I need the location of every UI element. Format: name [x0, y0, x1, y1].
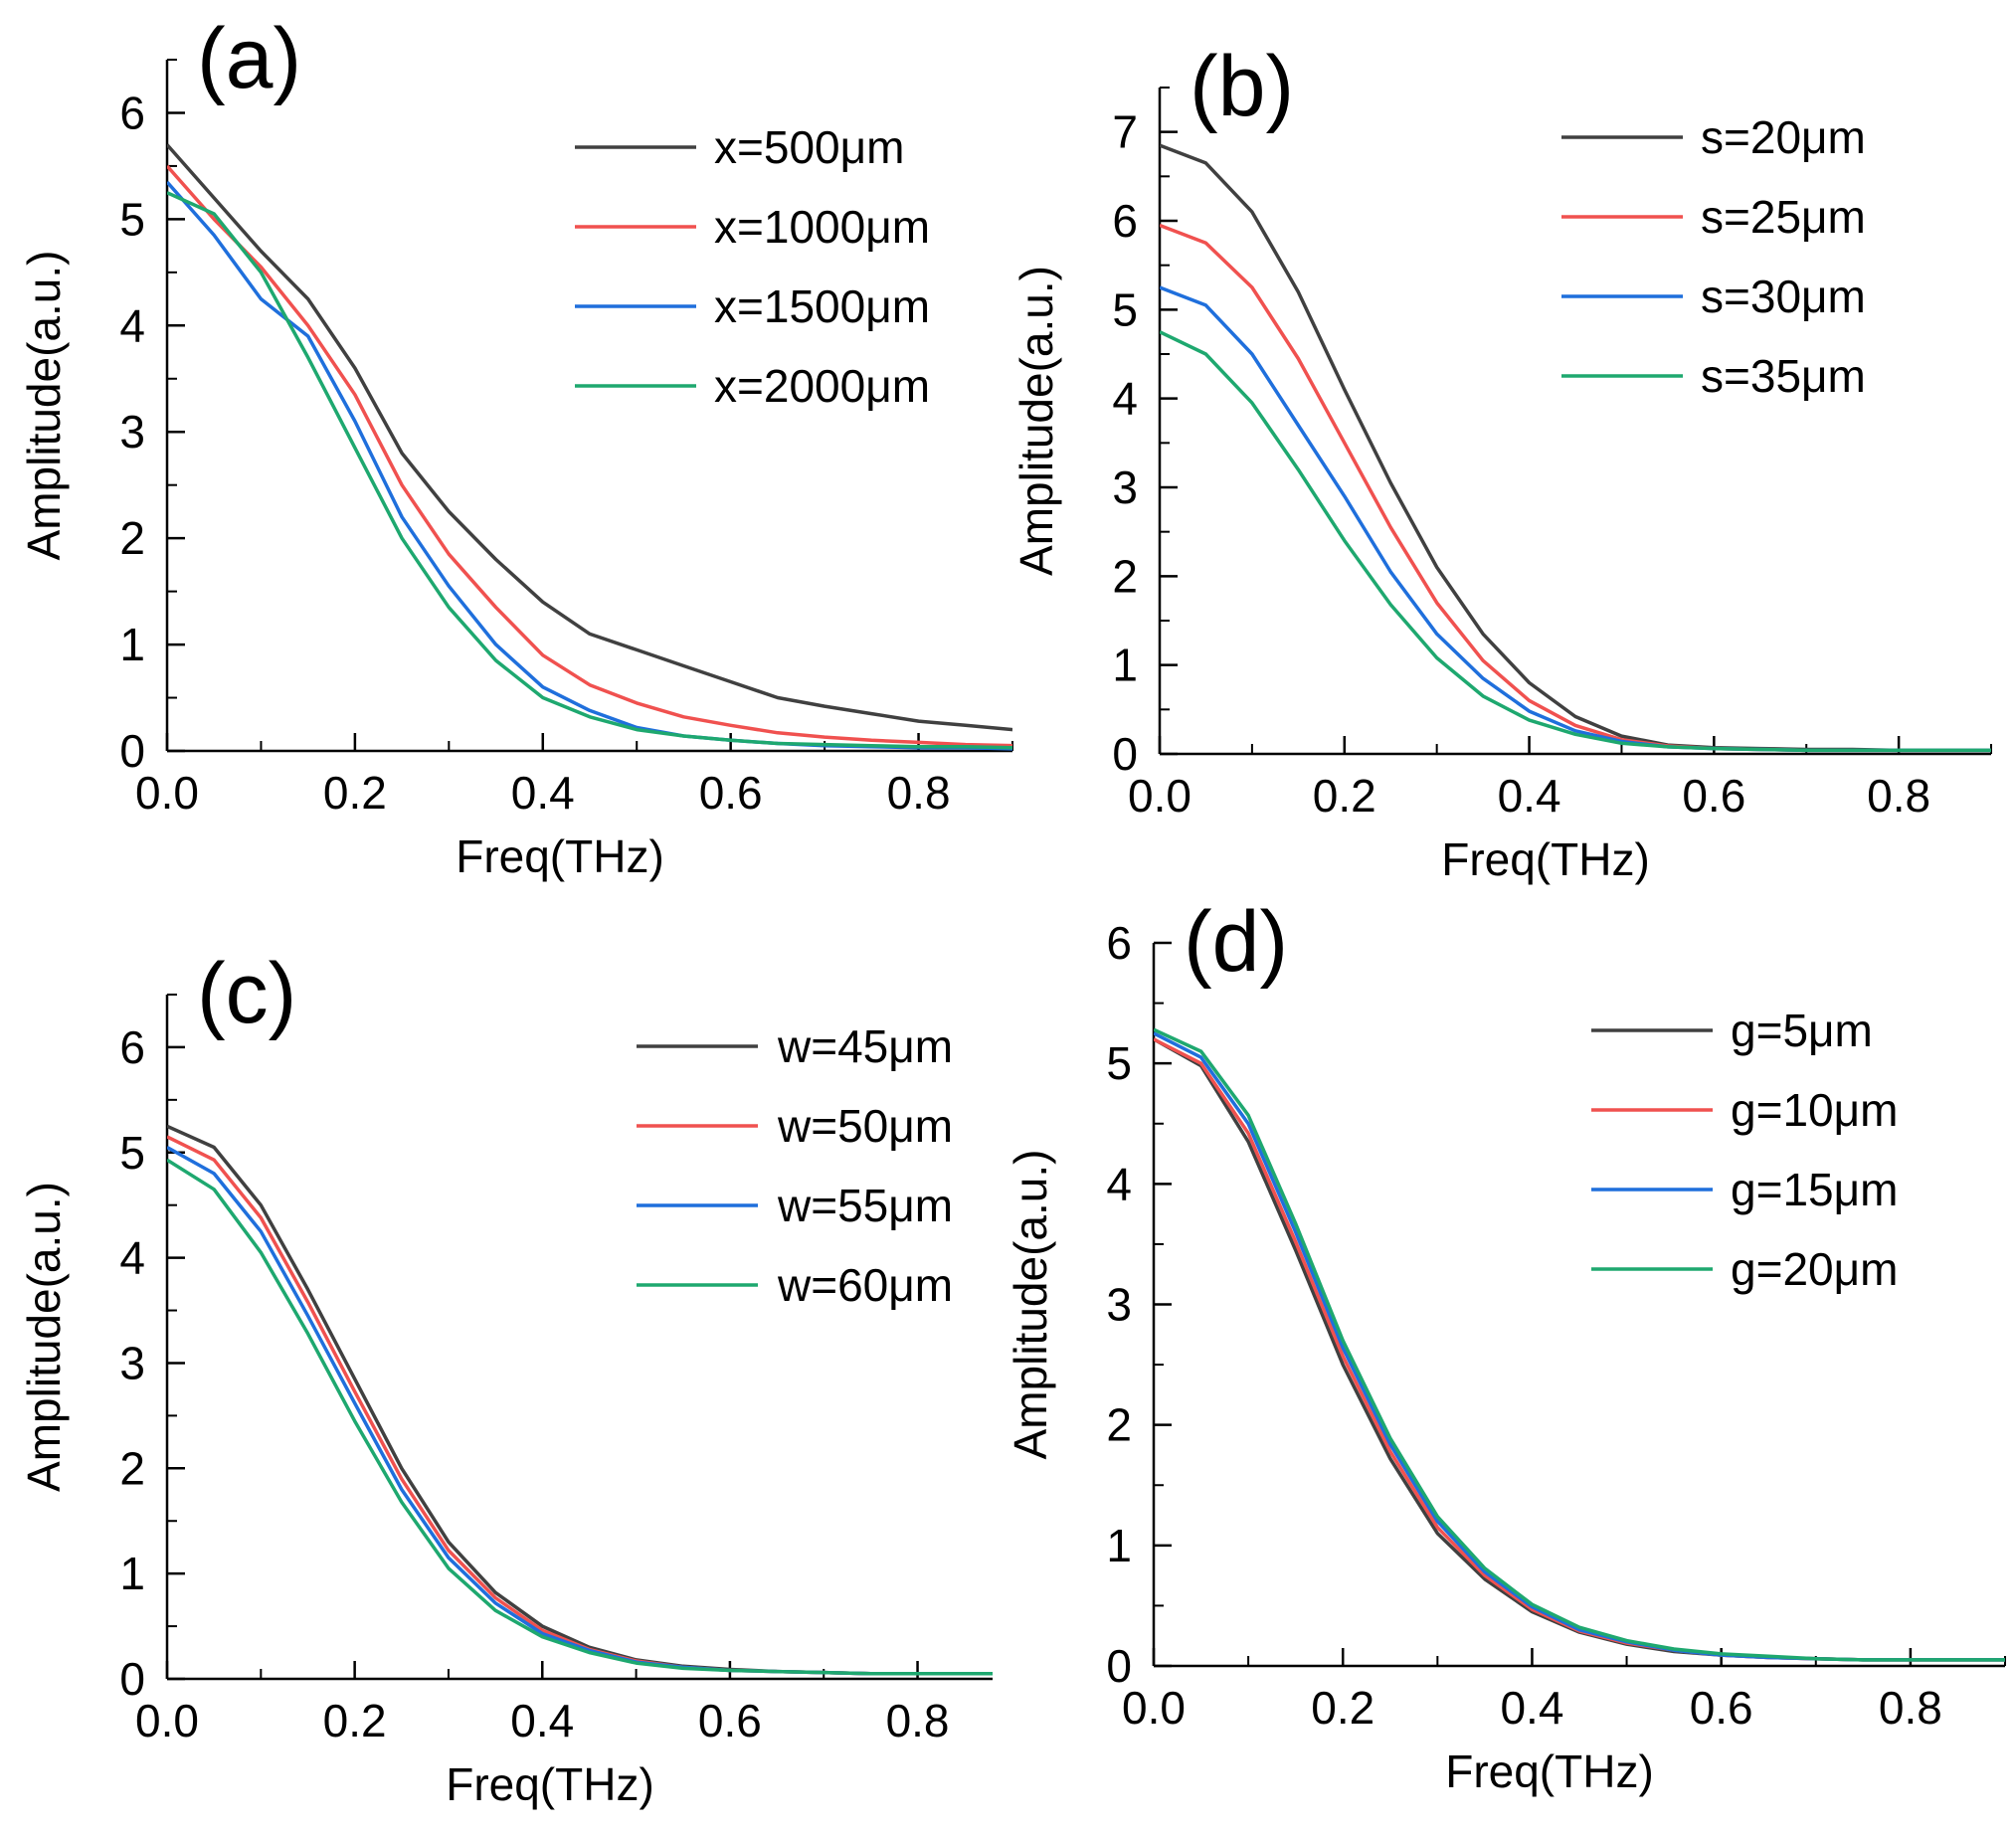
legend-label: s=25μm: [1701, 191, 1866, 243]
x-tick-label: 0.6: [699, 767, 763, 819]
x-tick-label: 0.2: [323, 1695, 387, 1746]
y-tick-label: 6: [119, 87, 145, 138]
legend-label: x=1000μm: [714, 201, 930, 253]
legend: s=20μm s=25μm s=30μm s=35μm: [1561, 111, 1866, 402]
y-tick-label: 4: [1112, 373, 1138, 425]
legend-label: g=15μm: [1731, 1164, 1898, 1215]
legend: x=500μm x=1000μm x=1500μm x=2000μm: [575, 121, 930, 412]
y-tick-label: 4: [119, 1232, 145, 1284]
y-tick-label: 0: [119, 1653, 145, 1705]
y-tick-label: 1: [1106, 1520, 1132, 1571]
legend-label: w=55μm: [777, 1180, 953, 1231]
legend: w=45μm w=50μm w=55μm w=60μm: [637, 1020, 953, 1311]
series-line-4: [1154, 1027, 2005, 1662]
y-tick-label: 5: [1106, 1037, 1132, 1089]
x-tick-label: 0.2: [1311, 1682, 1375, 1734]
y-tick-label: 3: [119, 406, 145, 458]
x-tick-label: 0.8: [886, 1695, 950, 1746]
legend-label: s=20μm: [1701, 111, 1866, 163]
x-tick-label: 0.0: [1122, 1682, 1186, 1734]
series-line-1: [167, 143, 1012, 732]
series-line-3: [167, 180, 1012, 751]
x-tick-label: 0.2: [1313, 770, 1376, 822]
y-tick-label: 2: [119, 512, 145, 564]
legend-label: x=2000μm: [714, 360, 930, 412]
y-tick-label: 3: [1106, 1279, 1132, 1331]
x-tick-label: 0.6: [698, 1695, 762, 1746]
y-tick-label: 5: [1112, 283, 1138, 335]
x-tick-label: 0.0: [135, 767, 199, 819]
panel-a: 0 1 2 3 4 5 6 0.0 0.2 0.4 0.6 0.8 Freq(THz) Amplitude…: [18, 11, 1013, 882]
panel-label: (d): [1184, 894, 1288, 990]
legend-label: s=30μm: [1701, 271, 1866, 322]
x-tick-label: 0.0: [135, 1695, 199, 1746]
x-tick-label: 0.8: [1867, 770, 1930, 822]
y-tick-label: 2: [1112, 550, 1138, 602]
x-axis-title: Freq(THz): [446, 1758, 654, 1810]
panel-label: (b): [1190, 39, 1294, 134]
y-axis-title: Amplitude(a.u.): [1005, 1150, 1056, 1460]
legend-label: x=1500μm: [714, 280, 930, 332]
x-axis-title: Freq(THz): [1441, 833, 1650, 885]
y-tick-label: 1: [119, 1548, 145, 1599]
y-tick-label: 0: [119, 725, 145, 777]
x-tick-label: 0.0: [1128, 770, 1191, 822]
x-axis-title: Freq(THz): [1445, 1745, 1654, 1797]
y-tick-label: 7: [1112, 106, 1138, 158]
legend-label: g=5μm: [1731, 1005, 1873, 1056]
y-tick-label: 6: [1106, 917, 1132, 969]
legend: g=5μm g=10μm g=15μm g=20μm: [1591, 1005, 1898, 1295]
y-tick-label: 2: [1106, 1399, 1132, 1451]
panel-label: (a): [197, 11, 301, 106]
panel-b: 0 1 2 3 4 5 6 7 0.0 0.2 0.4 0.6 0.8 Freq(THz) Amplitud…: [1010, 39, 1992, 885]
y-tick-label: 2: [119, 1442, 145, 1494]
y-tick-label: 6: [119, 1021, 145, 1073]
x-tick-label: 0.8: [1879, 1682, 1942, 1734]
legend-label: w=60μm: [777, 1259, 953, 1311]
series-line-4: [167, 191, 1012, 750]
y-tick-label: 5: [119, 1127, 145, 1179]
x-tick-label: 0.6: [1690, 1682, 1753, 1734]
y-tick-label: 5: [119, 193, 145, 245]
legend-label: g=10μm: [1731, 1084, 1898, 1136]
series-line-3: [1160, 285, 1991, 753]
y-tick-label: 4: [1106, 1158, 1132, 1209]
panel-d: 0 1 2 3 4 5 6 0.0 0.2 0.4 0.6 0.8 Freq(THz) Amplitude…: [1005, 894, 2006, 1797]
y-axis-title: Amplitude(a.u.): [18, 251, 70, 561]
x-tick-label: 0.4: [510, 1695, 574, 1746]
y-axis-title: Amplitude(a.u.): [18, 1182, 70, 1492]
panel-c: 0 1 2 3 4 5 6 0.0 0.2 0.4 0.6 0.8 Freq(THz) Amplitude…: [18, 946, 993, 1810]
legend-label: w=45μm: [777, 1020, 953, 1072]
x-axis-title: Freq(THz): [456, 830, 664, 882]
y-tick-label: 1: [119, 619, 145, 670]
legend-label: w=50μm: [777, 1100, 953, 1152]
x-tick-label: 0.4: [511, 767, 575, 819]
series-line-4: [1160, 330, 1991, 753]
y-axis-title: Amplitude(a.u.): [1010, 266, 1062, 576]
x-tick-label: 0.4: [1498, 770, 1561, 822]
legend-label: g=20μm: [1731, 1243, 1898, 1295]
series-line-2: [1160, 223, 1991, 753]
series-line-2: [167, 164, 1012, 748]
y-tick-label: 6: [1112, 195, 1138, 247]
y-tick-label: 3: [119, 1337, 145, 1388]
y-tick-label: 3: [1112, 461, 1138, 513]
x-tick-label: 0.8: [887, 767, 951, 819]
legend-label: x=500μm: [714, 121, 904, 173]
x-tick-label: 0.6: [1682, 770, 1745, 822]
x-tick-label: 0.2: [323, 767, 387, 819]
series-line-4: [167, 1158, 993, 1676]
y-tick-label: 1: [1112, 640, 1138, 691]
y-tick-label: 4: [119, 299, 145, 351]
y-tick-label: 0: [1106, 1640, 1132, 1692]
x-tick-label: 0.4: [1500, 1682, 1563, 1734]
legend-label: s=35μm: [1701, 350, 1866, 402]
y-tick-label: 0: [1112, 728, 1138, 780]
panel-label: (c): [197, 946, 296, 1041]
